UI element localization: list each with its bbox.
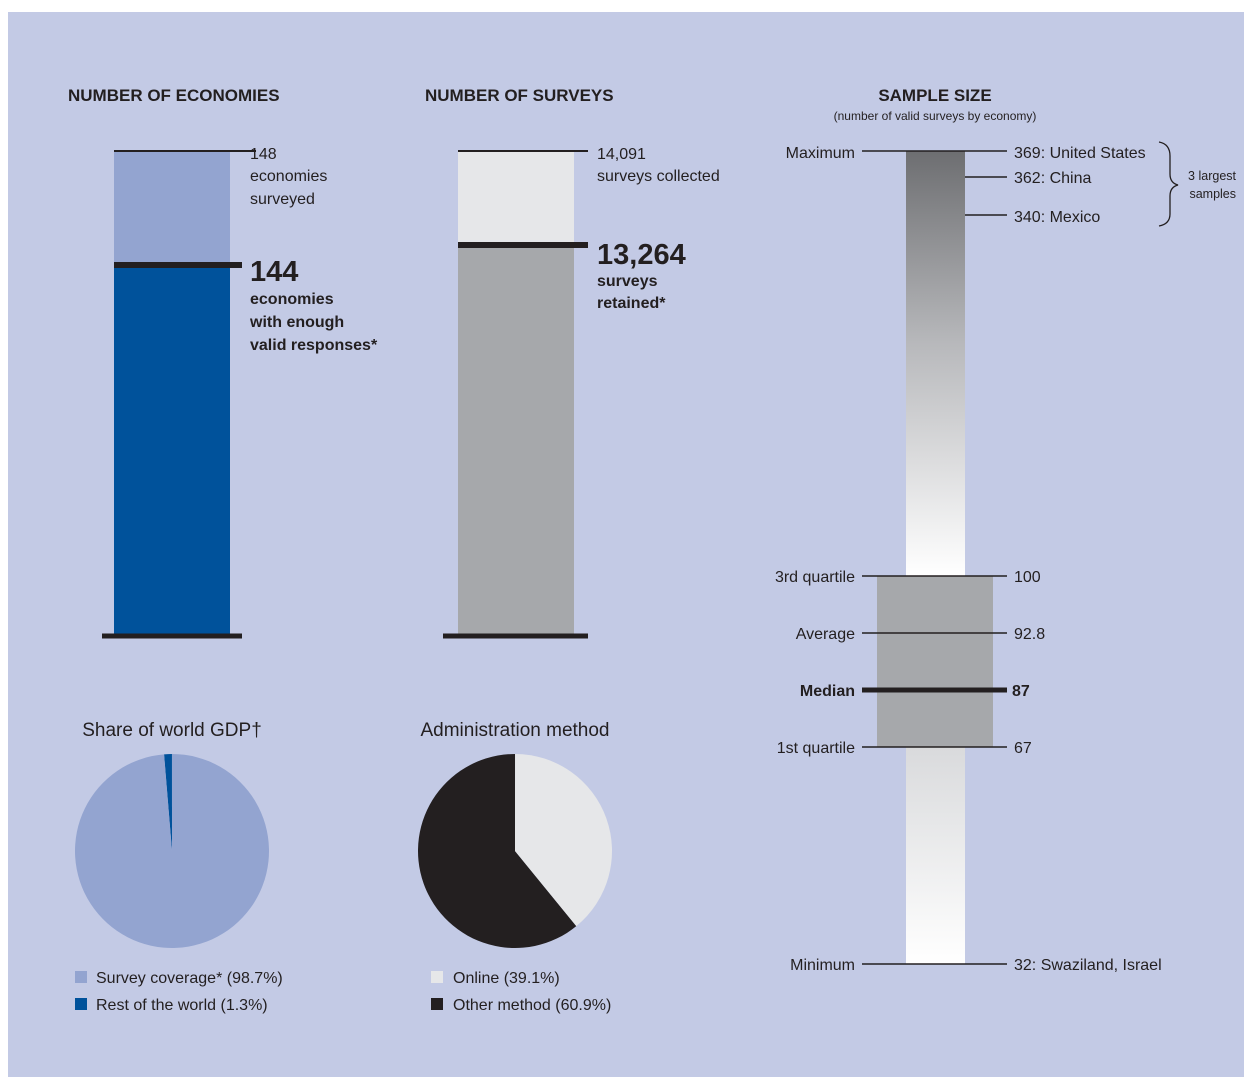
bar-surveys-collected (458, 150, 574, 245)
bracket-label-1: 3 largest (1188, 169, 1236, 183)
surveys-collected-value: 14,091 (597, 146, 646, 163)
maximum-label: Maximum (786, 145, 855, 162)
economies-valid-value: 144 (250, 256, 298, 288)
average-label: Average (796, 626, 855, 643)
economies-surveyed-label-1: economies (250, 168, 327, 185)
admin-pie (418, 754, 612, 948)
stat-maximum: Maximum 369: United States (786, 145, 1146, 162)
admin-slice-other (418, 754, 577, 948)
sample-size-title: SAMPLE SIZE (878, 86, 991, 105)
stat-median: Median 87 (800, 683, 1030, 700)
gdp-pie (75, 753, 270, 948)
minimum-value: 32: Swaziland, Israel (1014, 957, 1162, 974)
stat-average: Average 92.8 (796, 626, 1046, 643)
gdp-legend-swatch-coverage (75, 971, 87, 983)
admin-legend-swatch-online (431, 971, 443, 983)
surveys-retained-value: 13,264 (597, 239, 686, 271)
gdp-slice-rest (164, 754, 172, 851)
range-lower-band (906, 747, 965, 964)
bracket-label-2: samples (1189, 187, 1236, 201)
gdp-legend-swatch-rest (75, 998, 87, 1010)
admin-slice-online (515, 754, 612, 927)
gdp-slice-coverage (75, 753, 270, 948)
surveys-title: NUMBER OF SURVEYS (425, 86, 614, 105)
median-value: 87 (1012, 683, 1030, 700)
admin-pie-title: Administration method (420, 720, 609, 741)
third-quartile-label: 3rd quartile (775, 569, 855, 586)
largest-china-value: 362: China (1014, 170, 1091, 187)
admin-legend-swatch-other (431, 998, 443, 1010)
first-quartile-value: 67 (1014, 740, 1032, 757)
gdp-legend-label-coverage: Survey coverage* (98.7%) (96, 970, 283, 987)
bar-economies-valid (114, 265, 230, 636)
average-value: 92.8 (1014, 626, 1045, 643)
surveys-collected-label: surveys collected (597, 168, 720, 185)
economies-surveyed-label-2: surveyed (250, 191, 315, 208)
surveys-retained-label-2: retained* (597, 295, 666, 312)
surveys-retained-label-1: surveys (597, 273, 658, 290)
stat-third-quartile: 3rd quartile 100 (775, 569, 1041, 586)
gdp-legend-label-rest: Rest of the world (1.3%) (96, 997, 268, 1014)
economies-valid-label-3: valid responses* (250, 337, 378, 354)
stat-first-quartile: 1st quartile 67 (777, 740, 1032, 757)
stat-mexico: 340: Mexico (965, 209, 1100, 226)
economies-valid-label-2: with enough (249, 314, 344, 331)
median-label: Median (800, 683, 855, 700)
economies-title: NUMBER OF ECONOMIES (68, 86, 280, 105)
stat-minimum: Minimum 32: Swaziland, Israel (790, 957, 1162, 974)
gdp-pie-title: Share of world GDP† (82, 720, 262, 741)
minimum-label: Minimum (790, 957, 855, 974)
largest-samples-bracket (1158, 141, 1179, 227)
admin-legend-label-other: Other method (60.9%) (453, 997, 611, 1014)
maximum-value: 369: United States (1014, 145, 1146, 162)
stat-china: 362: China (965, 170, 1091, 187)
admin-legend-label-online: Online (39.1%) (453, 970, 560, 987)
range-upper-band (906, 151, 965, 576)
largest-mexico-value: 340: Mexico (1014, 209, 1100, 226)
bar-economies-surveyed (114, 150, 230, 265)
economies-valid-label-1: economies (250, 291, 334, 308)
interquartile-box (877, 576, 993, 747)
bar-surveys-retained (458, 245, 574, 636)
first-quartile-label: 1st quartile (777, 740, 855, 757)
economies-surveyed-value: 148 (250, 146, 277, 163)
third-quartile-value: 100 (1014, 569, 1041, 586)
sample-size-subtitle: (number of valid surveys by economy) (834, 109, 1037, 123)
